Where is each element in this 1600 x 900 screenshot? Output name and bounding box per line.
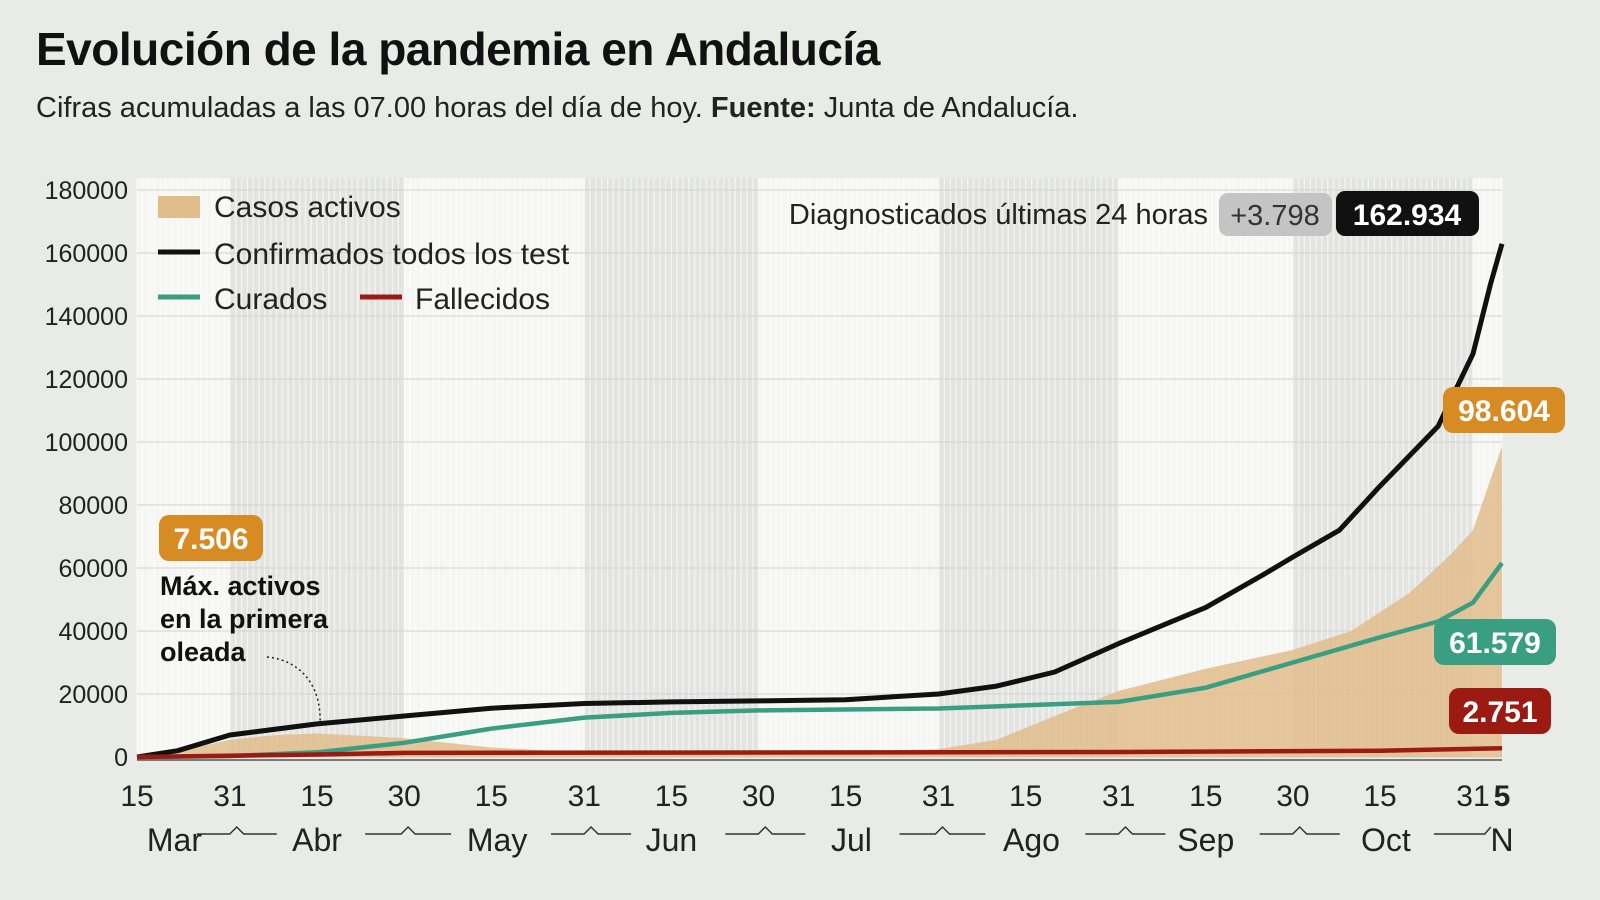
x-tick-label: 5: [1494, 780, 1511, 813]
fallecidos-value: 2.751: [1462, 696, 1537, 729]
increment-badge: [1219, 193, 1332, 236]
source-value: Junta de Andalucía.: [823, 92, 1079, 124]
legend-swatch-casos-activos: [158, 196, 200, 218]
y-tick-label: 120000: [45, 366, 128, 394]
month-label: May: [467, 822, 527, 858]
max-activos-annotation: Máx. activos: [160, 571, 321, 601]
series-line-curados: [136, 561, 1504, 760]
legend-label: Casos activos: [214, 191, 401, 224]
source-label: Fuente:: [710, 92, 816, 124]
max-activos-annotation: oleada: [160, 637, 247, 667]
max-activos-value: 7.506: [173, 523, 248, 556]
y-tick-label: 160000: [45, 240, 128, 268]
series-area-casos-activos: [137, 446, 1502, 757]
month-connector: [196, 825, 277, 835]
x-tick-label: 15: [300, 780, 333, 813]
curados-badge: [1434, 619, 1556, 665]
series-line-confirmados-todos-los-test: [136, 243, 1505, 760]
max-activos-annotation: en la primera: [160, 604, 329, 634]
x-tick-label: 30: [742, 780, 775, 813]
x-tick-label: 31: [1102, 780, 1135, 813]
y-tick-label: 80000: [58, 492, 128, 520]
diagnosticados-label: Diagnosticados últimas 24 horas: [789, 199, 1208, 231]
month-connector: [1259, 825, 1340, 835]
x-tick-label: 15: [1009, 780, 1042, 813]
x-tick-label: 15: [655, 780, 688, 813]
x-tick-label: 30: [388, 780, 421, 813]
annotation-leader-line: [266, 656, 321, 725]
month-label: Jun: [646, 822, 698, 858]
month-label: Abr: [292, 822, 342, 858]
legend-label: Confirmados todos los test: [214, 238, 570, 271]
activos-value: 98.604: [1458, 395, 1550, 428]
month-label: Sep: [1177, 822, 1234, 858]
x-tick-label: 31: [213, 780, 246, 813]
y-tick-label: 0: [114, 744, 128, 772]
chart-subtitle: Cifras acumuladas a las 07.00 horas del …: [36, 92, 1078, 125]
confirmados-value: 162.934: [1353, 199, 1462, 232]
x-tick-label: 15: [120, 780, 153, 813]
month-label: Oct: [1361, 822, 1411, 858]
month-label: Mar: [147, 822, 202, 858]
month-label: Jul: [831, 822, 872, 858]
y-tick-label: 180000: [45, 177, 128, 205]
y-tick-label: 40000: [58, 618, 128, 646]
x-tick-label: 15: [829, 780, 862, 813]
confirmados-badge: [1336, 191, 1479, 236]
month-label: N: [1490, 822, 1513, 858]
y-tick-label: 140000: [45, 303, 128, 331]
legend-label: Curados: [214, 283, 327, 316]
month-connector: [551, 825, 632, 835]
series-line-fallecidos: [136, 746, 1503, 760]
subtitle-text: Cifras acumuladas a las 07.00 horas del …: [36, 92, 703, 124]
chart-title: Evolución de la pandemia en Andalucía: [36, 23, 880, 75]
shaded-month-band: [938, 178, 1119, 757]
month-connector: [365, 825, 452, 835]
legend-label: Fallecidos: [415, 283, 550, 316]
month-connector: [725, 825, 806, 835]
y-tick-label: 60000: [58, 555, 128, 583]
x-tick-label: 15: [475, 780, 508, 813]
fallecidos-badge: [1449, 688, 1551, 734]
month-connector: [1085, 825, 1166, 835]
x-tick-label: 31: [922, 780, 955, 813]
increment-value: +3.798: [1230, 200, 1320, 232]
activos-badge: [1443, 387, 1565, 433]
y-tick-label: 100000: [45, 429, 128, 457]
x-tick-label: 31: [1456, 780, 1489, 813]
curados-value: 61.579: [1449, 627, 1541, 660]
x-tick-label: 31: [568, 780, 601, 813]
x-tick-label: 15: [1363, 780, 1396, 813]
max-activos-badge: [159, 515, 263, 561]
month-connector: [899, 825, 986, 835]
month-label: Ago: [1003, 822, 1060, 858]
x-tick-label: 15: [1189, 780, 1222, 813]
month-connector: [1433, 826, 1492, 835]
y-tick-label: 20000: [58, 681, 128, 709]
x-tick-label: 30: [1276, 780, 1309, 813]
